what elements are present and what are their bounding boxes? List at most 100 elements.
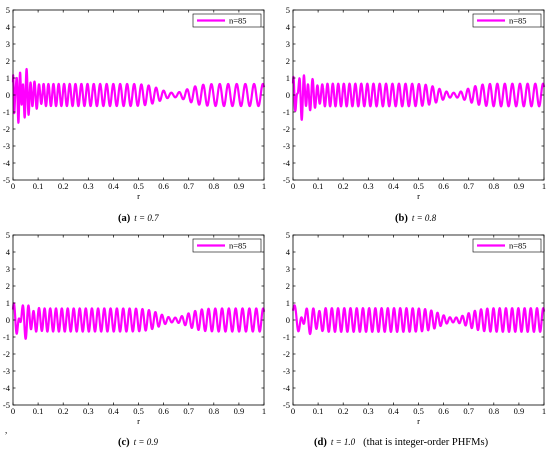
caption-b: (b) t = 0.8 [395,213,436,224]
y-tick-label-b-0: -5 [283,175,290,185]
x-tick-label-c-8: 0.8 [208,406,219,416]
legend-box-b [472,13,542,28]
y-tick-label-b-2: -3 [283,141,290,151]
x-axis-label-c: r [137,416,140,426]
x-tick-label-a-3: 0.3 [83,181,94,191]
legend-box-a [192,13,262,28]
chart-d: 0 0.1 0.2 0.3 0.4 0.5 0.6 0.7 0.8 0.9 1 -5 -4 -3 -2 -1 0… [283,230,546,426]
caption-d-note: (that is integer-order PHFMs) [363,437,489,448]
y-tick-label-a-2: -3 [3,141,10,151]
y-tick-label-b-5: 0 [286,90,290,100]
x-tick-label-d-9: 0.9 [514,406,525,416]
chart-b: 0 0.1 0.2 0.3 0.4 0.5 0.6 0.7 0.8 0.9 1 -5 -4 -3 -2 -1 0… [283,5,546,201]
x-tick-label-d-8: 0.8 [488,406,499,416]
x-tick-label-b-10: 1 [542,181,546,191]
y-tick-label-b-7: 2 [286,56,290,66]
caption-c: (c) t = 0.9 [118,437,158,448]
y-tick-label-b-4: -1 [283,107,290,117]
y-tick-label-c-3: -2 [3,349,10,359]
y-tick-label-c-6: 1 [6,298,10,308]
y-tick-label-d-2: -3 [283,366,290,376]
chart-c: 0 0.1 0.2 0.3 0.4 0.5 0.6 0.7 0.8 0.9 1 -5 -4 -3 -2 -1 0… [3,230,266,426]
caption-c-text: t = 0.9 [133,437,158,447]
x-tick-label-d-1: 0.1 [313,406,324,416]
y-tick-label-c-9: 4 [6,247,11,257]
x-tick-label-c-7: 0.7 [183,406,194,416]
x-tick-label-a-7: 0.7 [183,181,194,191]
y-tick-label-b-1: -4 [283,158,291,168]
x-tick-label-b-1: 0.1 [313,181,324,191]
caption-d-text: t = 1.0 [330,437,356,447]
legend-label-c: n=85 [229,241,247,251]
x-tick-label-c-5: 0.5 [133,406,144,416]
y-tick-label-b-8: 3 [286,39,290,49]
y-tick-label-b-6: 1 [286,73,290,83]
series-line-c [11,302,266,340]
caption-a: (a) t = 0.7 [118,213,159,224]
caption-d-letter: (d) [314,437,327,448]
x-tick-label-a-8: 0.8 [208,181,219,191]
x-tick-label-d-0: 0 [291,406,295,416]
x-axis-label-a: r [137,191,140,201]
x-tick-label-b-4: 0.4 [388,181,399,191]
x-tick-label-b-2: 0.2 [338,181,349,191]
x-tick-label-a-1: 0.1 [33,181,44,191]
x-tick-label-a-10: 1 [262,181,266,191]
caption-d: (d) t = 1.0 (that is integer-order PHFMs) [314,437,488,448]
y-tick-label-b-10: 5 [286,5,290,15]
x-tick-label-a-0: 0 [11,181,15,191]
y-tick-label-d-7: 2 [286,281,290,291]
x-tick-label-d-10: 1 [542,406,546,416]
x-tick-label-a-4: 0.4 [108,181,119,191]
y-tick-label-c-7: 2 [6,281,10,291]
y-tick-label-d-9: 4 [286,247,291,257]
y-tick-label-c-2: -3 [3,366,10,376]
x-tick-label-a-2: 0.2 [58,181,69,191]
legend-box-c [192,238,262,253]
x-tick-label-c-0: 0 [11,406,15,416]
legend-label-b: n=85 [509,16,527,26]
x-tick-label-d-7: 0.7 [463,406,474,416]
y-tick-label-d-3: -2 [283,349,290,359]
y-tick-label-d-0: -5 [283,400,290,410]
y-tick-label-d-1: -4 [283,383,291,393]
y-tick-label-c-10: 5 [6,230,10,240]
x-tick-label-d-3: 0.3 [363,406,374,416]
series-line-b [291,74,546,121]
y-tick-label-c-1: -4 [3,383,11,393]
y-tick-label-a-8: 3 [6,39,10,49]
y-tick-label-d-5: 0 [286,315,290,325]
x-tick-label-b-7: 0.7 [463,181,474,191]
x-tick-label-d-5: 0.5 [413,406,424,416]
series-line-d [291,304,546,336]
x-tick-label-d-2: 0.2 [338,406,349,416]
x-tick-label-c-3: 0.3 [83,406,94,416]
y-tick-label-a-4: -1 [3,107,10,117]
x-tick-label-a-9: 0.9 [234,181,245,191]
y-tick-label-a-7: 2 [6,56,10,66]
y-tick-label-a-10: 5 [6,5,10,15]
y-tick-label-c-0: -5 [3,400,10,410]
x-tick-label-b-0: 0 [291,181,295,191]
x-tick-label-c-1: 0.1 [33,406,44,416]
legend-label-a: n=85 [229,16,247,26]
y-tick-label-c-5: 0 [6,315,10,325]
x-tick-label-c-9: 0.9 [234,406,245,416]
caption-b-text: t = 0.8 [411,213,437,223]
y-tick-label-c-4: -1 [3,332,10,342]
x-axis-label-b: r [417,191,420,201]
y-tick-label-a-6: 1 [6,73,10,83]
x-tick-label-c-10: 1 [262,406,266,416]
x-tick-label-b-3: 0.3 [363,181,374,191]
x-tick-label-b-9: 0.9 [514,181,525,191]
y-tick-label-d-4: -1 [283,332,290,342]
legend-label-d: n=85 [509,241,527,251]
legend-box-d [472,238,542,253]
y-tick-label-d-8: 3 [286,264,290,274]
x-tick-label-b-6: 0.6 [438,181,449,191]
y-tick-label-d-6: 1 [286,298,290,308]
x-tick-label-b-5: 0.5 [413,181,424,191]
y-tick-label-a-0: -5 [3,175,10,185]
caption-a-text: t = 0.7 [134,213,159,223]
